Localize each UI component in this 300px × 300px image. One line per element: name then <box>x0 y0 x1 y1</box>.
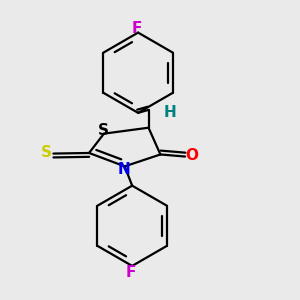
Text: F: F <box>125 265 136 280</box>
Text: H: H <box>164 105 177 120</box>
Text: O: O <box>185 148 198 163</box>
Text: N: N <box>118 162 130 177</box>
Text: F: F <box>131 21 142 36</box>
Text: S: S <box>41 145 52 160</box>
Text: S: S <box>98 123 109 138</box>
